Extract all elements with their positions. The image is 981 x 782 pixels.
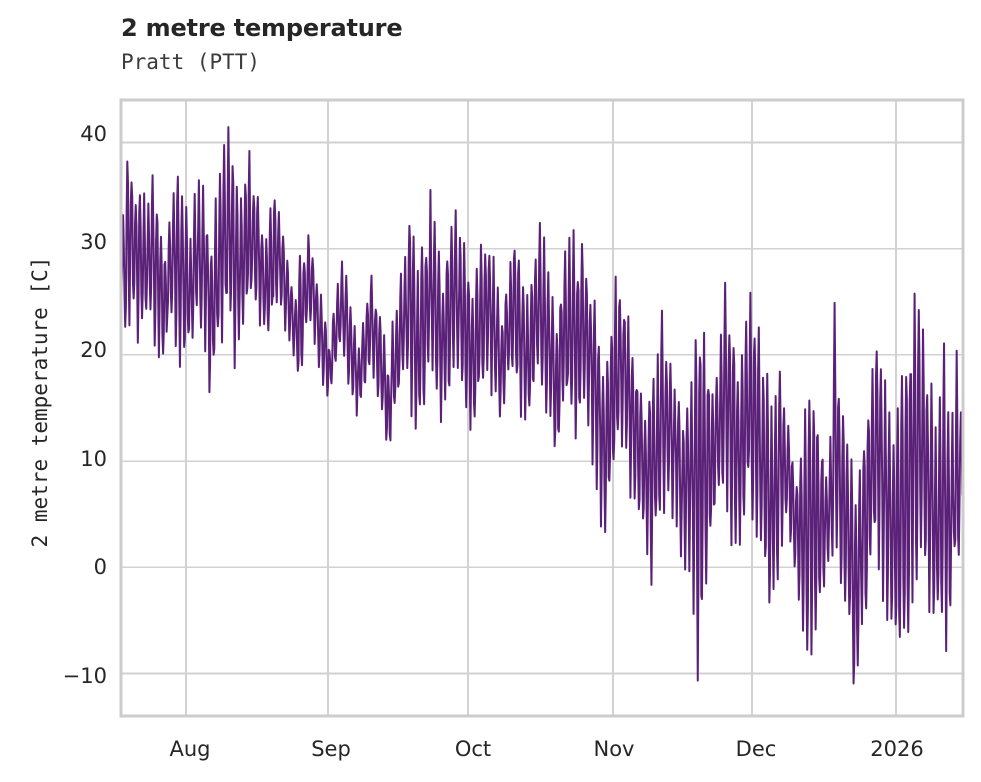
x-tick-nov: Nov bbox=[593, 737, 635, 761]
chart-subtitle: Pratt (PTT) bbox=[121, 50, 261, 74]
x-tick-sep: Sep bbox=[311, 737, 351, 761]
temperature-series-line bbox=[120, 126, 964, 685]
y-tick-20: 20 bbox=[80, 338, 107, 362]
plot-border bbox=[119, 98, 965, 718]
y-tick-30: 30 bbox=[80, 230, 107, 254]
x-tick-2026: 2026 bbox=[870, 737, 924, 761]
y-tick-10: 10 bbox=[80, 447, 107, 471]
y-tick-0: 0 bbox=[93, 555, 107, 579]
y-tick-40: 40 bbox=[80, 122, 107, 146]
x-tick-dec: Dec bbox=[735, 737, 777, 761]
x-tick-oct: Oct bbox=[454, 737, 492, 761]
y-tick-neg10: −10 bbox=[62, 664, 107, 688]
y-axis-tick-labels: 40 30 20 10 0 −10 bbox=[0, 0, 107, 782]
page-title: 2 metre temperature bbox=[121, 14, 403, 42]
x-tick-aug: Aug bbox=[169, 737, 211, 761]
plot-background bbox=[121, 100, 963, 716]
